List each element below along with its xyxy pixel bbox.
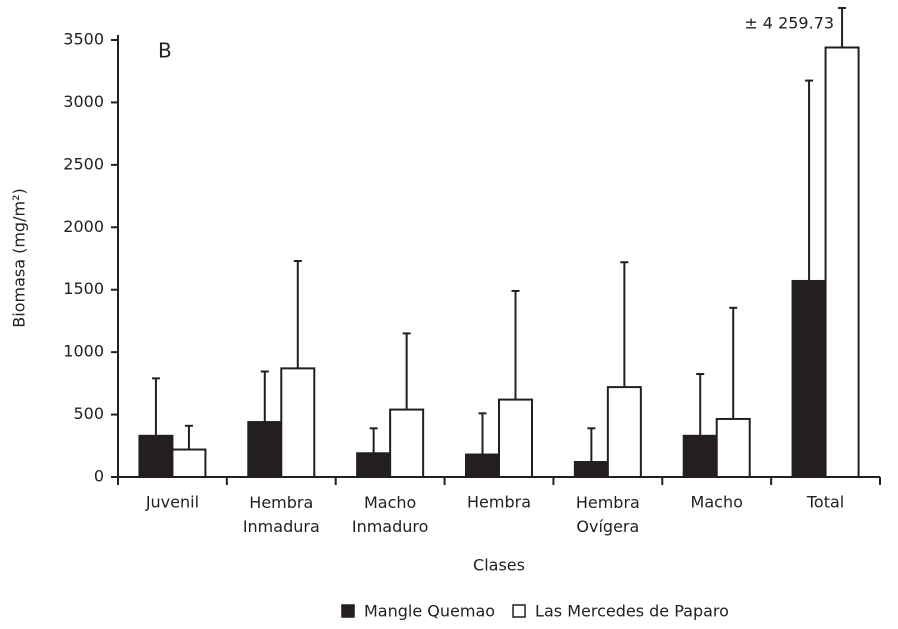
bar: [138, 434, 174, 479]
bar: [389, 408, 425, 479]
y-tick-label: 2000: [63, 217, 104, 236]
bar: [824, 46, 860, 479]
bar: [606, 386, 642, 478]
y-axis-label: Biomasa (mg/m²): [10, 188, 29, 327]
bar: [465, 453, 500, 479]
legend-swatch: [341, 604, 355, 618]
error-label: ± 4 259.73: [744, 14, 834, 33]
y-tick-label: 3500: [63, 30, 104, 49]
x-tick-label: Hembra Inmadura: [243, 493, 320, 536]
bar: [171, 448, 207, 479]
x-tick-label: Macho: [691, 493, 743, 512]
x-tick-label: Macho Inmaduro: [352, 493, 429, 536]
y-tick-label: 2500: [63, 154, 104, 173]
x-tick-label: Total: [806, 493, 844, 512]
bar: [682, 434, 718, 479]
x-axis-label: Clases: [473, 556, 525, 575]
panel-label: B: [158, 39, 172, 63]
legend-swatch: [512, 604, 526, 618]
bar: [715, 417, 751, 479]
x-tick-label: Hembra: [467, 493, 531, 512]
legend-label: Las Mercedes de Paparo: [535, 602, 729, 621]
bar: [247, 421, 283, 479]
y-tick-label: 3000: [63, 92, 104, 111]
y-tick-label: 1500: [63, 279, 104, 298]
y-tick-label: 500: [73, 404, 104, 423]
bar: [573, 461, 609, 479]
bar: [791, 279, 827, 478]
x-tick-label: Hembra Ovígera: [576, 493, 640, 536]
y-tick-label: 1000: [63, 342, 104, 361]
bar: [280, 367, 316, 479]
legend-label: Mangle Quemao: [364, 602, 495, 621]
bar: [356, 452, 392, 478]
y-tick-label: 0: [94, 467, 104, 486]
x-tick-label: Juvenil: [145, 493, 199, 512]
bar: [498, 398, 533, 478]
